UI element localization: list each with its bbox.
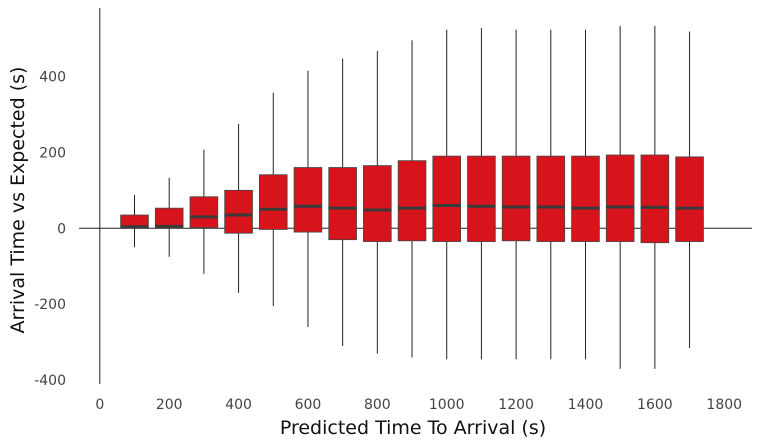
box-group xyxy=(675,31,704,348)
y-axis-ticks: -400 -200 0 200 400 xyxy=(34,69,66,389)
x-tick-label: 1000 xyxy=(429,397,465,413)
box-group xyxy=(467,28,496,360)
box-group xyxy=(154,177,184,257)
x-tick-label: 1200 xyxy=(498,397,534,413)
x-tick-label: 600 xyxy=(295,397,322,413)
x-tick-label: 200 xyxy=(156,397,183,413)
box xyxy=(258,174,288,230)
box xyxy=(675,156,704,242)
box xyxy=(605,154,635,242)
box-group xyxy=(120,194,149,248)
box-group xyxy=(189,149,219,274)
box-group xyxy=(363,50,392,354)
x-tick-label: 400 xyxy=(225,397,252,413)
x-tick-label: 0 xyxy=(95,397,104,413)
x-axis-ticks: 0 200 400 600 800 1000 1200 1400 1600 1800 xyxy=(95,397,742,413)
box xyxy=(120,214,149,229)
y-tick-label: 200 xyxy=(39,145,66,161)
plot-marks xyxy=(79,8,752,384)
box-group xyxy=(571,29,600,360)
box xyxy=(536,155,566,242)
box-group xyxy=(536,29,566,360)
box xyxy=(224,189,253,234)
box-group xyxy=(605,25,635,369)
x-tick-label: 1600 xyxy=(637,397,673,413)
x-axis-title: Predicted Time To Arrival (s) xyxy=(280,417,546,439)
box xyxy=(154,207,184,229)
box xyxy=(640,154,670,244)
box xyxy=(432,155,461,242)
box-group xyxy=(432,29,461,360)
box-group xyxy=(397,40,427,358)
box-group xyxy=(640,25,670,369)
x-tick-label: 1400 xyxy=(568,397,604,413)
x-tick-label: 1800 xyxy=(706,397,742,413)
y-tick-label: 400 xyxy=(39,69,66,85)
box-group xyxy=(293,70,323,328)
box xyxy=(467,155,496,242)
box xyxy=(189,196,219,228)
box xyxy=(501,155,531,242)
y-tick-label: -200 xyxy=(34,297,66,313)
box xyxy=(397,160,427,242)
box-group xyxy=(224,123,253,293)
y-axis-title: Arrival Time vs Expected (s) xyxy=(7,67,29,334)
x-tick-label: 800 xyxy=(364,397,391,413)
box xyxy=(363,165,392,242)
box xyxy=(328,167,357,241)
box-group xyxy=(258,92,288,307)
box xyxy=(293,167,323,233)
y-tick-label: 0 xyxy=(57,221,66,237)
box xyxy=(571,155,600,242)
y-tick-label: -400 xyxy=(34,373,66,389)
box-group xyxy=(328,58,357,347)
box-group xyxy=(501,29,531,360)
